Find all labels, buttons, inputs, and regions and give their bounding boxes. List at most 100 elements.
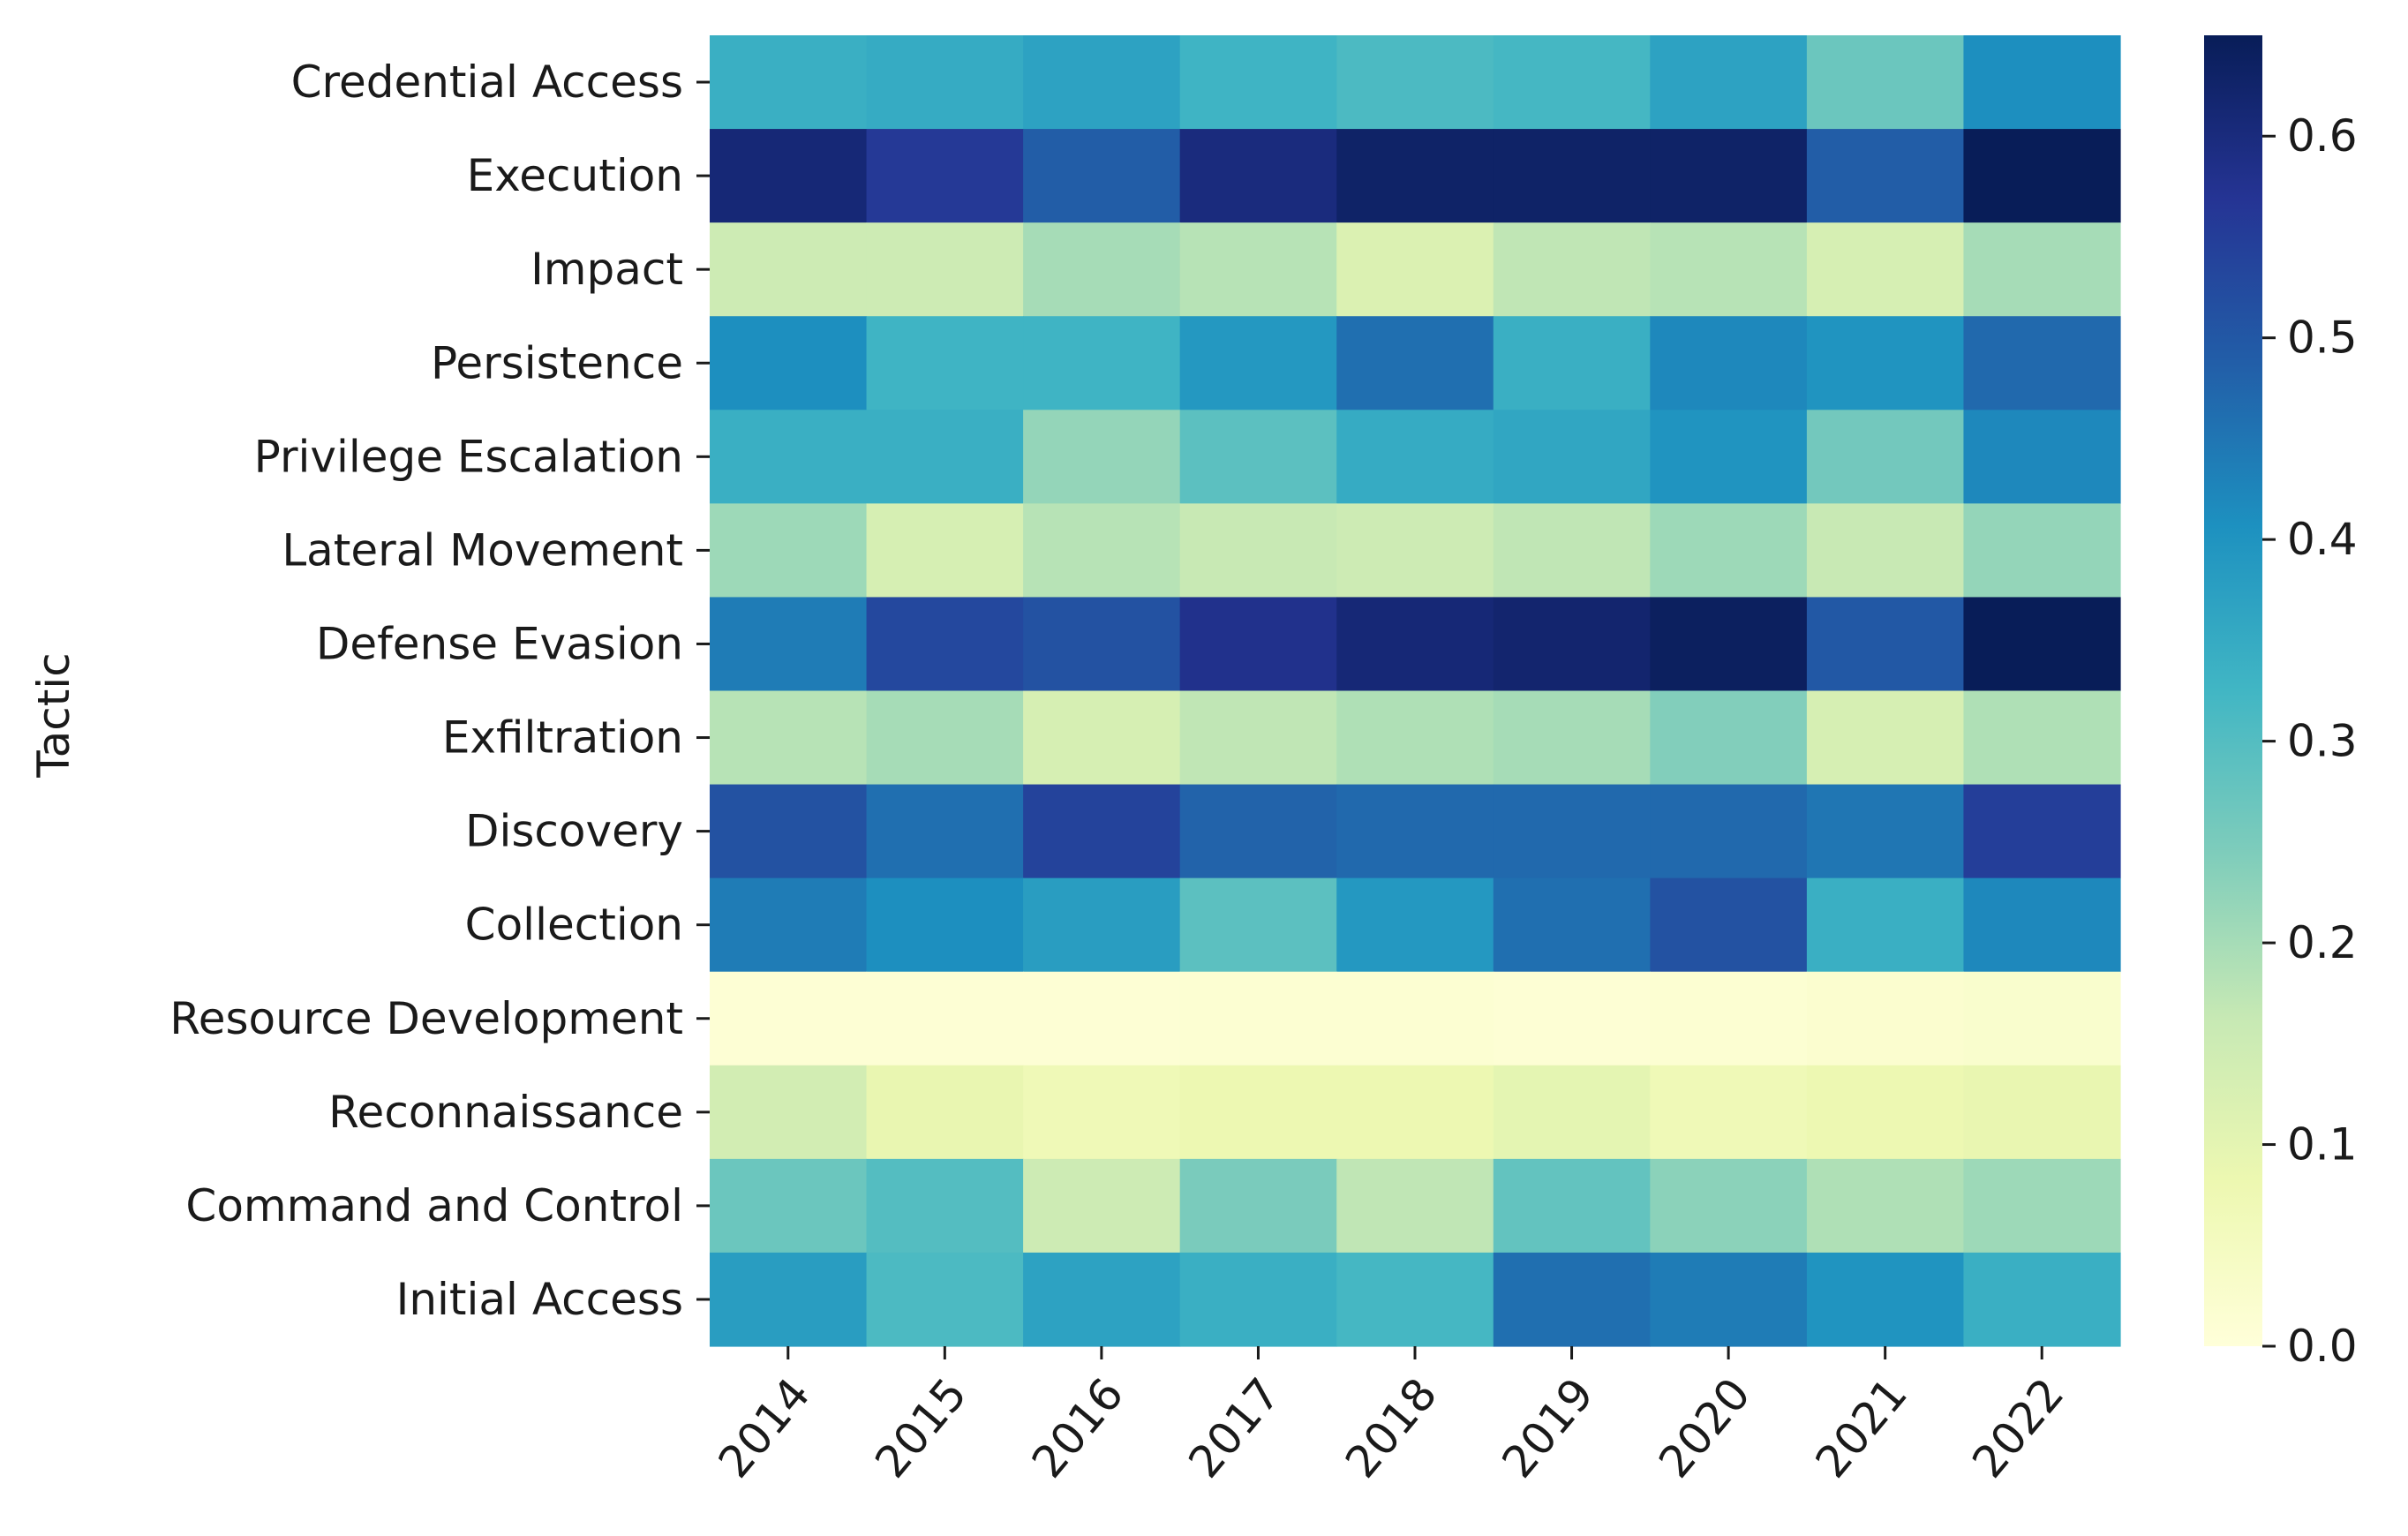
heatmap-cell-6-8 bbox=[1963, 597, 2121, 692]
heatmap-cell-2-0 bbox=[710, 222, 868, 317]
heatmap-cell-10-2 bbox=[1023, 971, 1181, 1066]
heatmap-cell-5-4 bbox=[1336, 503, 1494, 599]
colorbar-ticks: 0.0 0.1 0.2 0.3 0.4 0.5 0.6 bbox=[2262, 110, 2358, 1372]
heatmap-cell-13-4 bbox=[1336, 1252, 1494, 1347]
heatmap-cell-7-4 bbox=[1336, 690, 1494, 786]
y-tick-label: Lateral Movement bbox=[282, 524, 683, 576]
heatmap-cell-10-6 bbox=[1650, 971, 1808, 1066]
heatmap-cell-3-7 bbox=[1806, 316, 1965, 410]
heatmap-cell-11-7 bbox=[1806, 1065, 1965, 1160]
heatmap-cell-3-4 bbox=[1336, 316, 1494, 410]
heatmap-cell-12-8 bbox=[1963, 1158, 2121, 1254]
heatmap-cell-8-6 bbox=[1650, 784, 1808, 879]
heatmap-cell-12-2 bbox=[1023, 1158, 1181, 1254]
heatmap-cell-12-5 bbox=[1493, 1158, 1651, 1254]
heatmap-cell-11-0 bbox=[710, 1065, 868, 1160]
heatmap-cell-7-3 bbox=[1179, 690, 1337, 786]
heatmap-cell-1-7 bbox=[1806, 129, 1965, 223]
heatmap-cell-1-5 bbox=[1493, 129, 1651, 223]
heatmap-cell-0-4 bbox=[1336, 35, 1494, 130]
x-tick-label: 2021 bbox=[1806, 1368, 1917, 1487]
heatmap-cell-11-3 bbox=[1179, 1065, 1337, 1160]
heatmap-cell-7-7 bbox=[1806, 690, 1965, 786]
heatmap-cell-2-7 bbox=[1806, 222, 1965, 317]
heatmap-cell-7-8 bbox=[1963, 690, 2121, 786]
heatmap-cell-5-8 bbox=[1963, 503, 2121, 599]
colorbar-tick-label: 0.4 bbox=[2287, 514, 2358, 565]
heatmap-cell-6-1 bbox=[866, 597, 1024, 692]
heatmap-cell-5-2 bbox=[1023, 503, 1181, 599]
heatmap-cell-13-8 bbox=[1963, 1252, 2121, 1347]
heatmap-cell-6-4 bbox=[1336, 597, 1494, 692]
y-axis-title: Tactic bbox=[28, 652, 79, 778]
heatmap-cell-8-5 bbox=[1493, 784, 1651, 879]
colorbar-tick-label: 0.3 bbox=[2287, 716, 2358, 767]
heatmap-cell-4-3 bbox=[1179, 410, 1337, 504]
heatmap-cell-9-7 bbox=[1806, 877, 1965, 973]
heatmap-cell-5-0 bbox=[710, 503, 868, 599]
heatmap-cell-0-0 bbox=[710, 35, 868, 130]
heatmap-cell-0-5 bbox=[1493, 35, 1651, 130]
heatmap-cell-11-1 bbox=[866, 1065, 1024, 1160]
heatmap-cells bbox=[710, 35, 2121, 1347]
heatmap-cell-0-2 bbox=[1023, 35, 1181, 130]
heatmap-cell-4-0 bbox=[710, 410, 868, 504]
heatmap-cell-8-8 bbox=[1963, 784, 2121, 879]
heatmap-cell-9-3 bbox=[1179, 877, 1337, 973]
heatmap-cell-1-0 bbox=[710, 129, 868, 223]
heatmap-cell-9-4 bbox=[1336, 877, 1494, 973]
heatmap-cell-6-5 bbox=[1493, 597, 1651, 692]
heatmap-cell-2-5 bbox=[1493, 222, 1651, 317]
heatmap-cell-8-4 bbox=[1336, 784, 1494, 879]
colorbar-tick-label: 0.1 bbox=[2287, 1119, 2358, 1171]
y-tick-label: Execution bbox=[467, 150, 683, 201]
heatmap-cell-13-1 bbox=[866, 1252, 1024, 1347]
x-tick-labels: 2014 2015 2016 2017 2018 2019 2020 2021 2022 bbox=[709, 1346, 2073, 1487]
heatmap-cell-3-2 bbox=[1023, 316, 1181, 410]
heatmap-cell-4-2 bbox=[1023, 410, 1181, 504]
heatmap-cell-9-0 bbox=[710, 877, 868, 973]
heatmap-cell-2-6 bbox=[1650, 222, 1808, 317]
heatmap-cell-8-3 bbox=[1179, 784, 1337, 879]
colorbar-gradient bbox=[2204, 35, 2262, 1346]
x-tick-label: 2016 bbox=[1022, 1368, 1133, 1487]
heatmap-cell-8-0 bbox=[710, 784, 868, 879]
heatmap-cell-7-2 bbox=[1023, 690, 1181, 786]
heatmap-cell-10-1 bbox=[866, 971, 1024, 1066]
heatmap-cell-10-0 bbox=[710, 971, 868, 1066]
heatmap-cell-3-5 bbox=[1493, 316, 1651, 410]
heatmap-cell-3-0 bbox=[710, 316, 868, 410]
heatmap-cell-7-0 bbox=[710, 690, 868, 786]
heatmap-cell-1-6 bbox=[1650, 129, 1808, 223]
heatmap-cell-13-7 bbox=[1806, 1252, 1965, 1347]
heatmap-cell-6-0 bbox=[710, 597, 868, 692]
heatmap-cell-12-6 bbox=[1650, 1158, 1808, 1254]
heatmap-cell-5-6 bbox=[1650, 503, 1808, 599]
y-tick-label: Discovery bbox=[465, 806, 683, 857]
heatmap-cell-13-3 bbox=[1179, 1252, 1337, 1347]
heatmap-cell-11-6 bbox=[1650, 1065, 1808, 1160]
heatmap-cell-10-3 bbox=[1179, 971, 1337, 1066]
heatmap-cell-8-2 bbox=[1023, 784, 1181, 879]
heatmap-cell-1-1 bbox=[866, 129, 1024, 223]
heatmap-cell-8-7 bbox=[1806, 784, 1965, 879]
heatmap-cell-3-6 bbox=[1650, 316, 1808, 410]
colorbar-tick-label: 0.6 bbox=[2287, 110, 2358, 162]
heatmap-cell-4-7 bbox=[1806, 410, 1965, 504]
y-tick-label: Resource Development bbox=[169, 993, 683, 1044]
colorbar-tick-label: 0.2 bbox=[2287, 917, 2358, 968]
y-tick-labels: Credential Access Execution Impact Persiste… bbox=[169, 56, 710, 1325]
x-tick-label: 2014 bbox=[709, 1368, 820, 1487]
heatmap-cell-9-8 bbox=[1963, 877, 2121, 973]
heatmap-cell-6-2 bbox=[1023, 597, 1181, 692]
y-tick-label: Impact bbox=[531, 244, 683, 295]
heatmap-cell-13-0 bbox=[710, 1252, 868, 1347]
heatmap-cell-10-4 bbox=[1336, 971, 1494, 1066]
heatmap-cell-11-8 bbox=[1963, 1065, 2121, 1160]
heatmap-cell-11-4 bbox=[1336, 1065, 1494, 1160]
heatmap-cell-10-5 bbox=[1493, 971, 1651, 1066]
heatmap-cell-7-1 bbox=[866, 690, 1024, 786]
heatmap-cell-6-7 bbox=[1806, 597, 1965, 692]
x-tick-label: 2015 bbox=[865, 1368, 976, 1487]
heatmap-cell-5-3 bbox=[1179, 503, 1337, 599]
